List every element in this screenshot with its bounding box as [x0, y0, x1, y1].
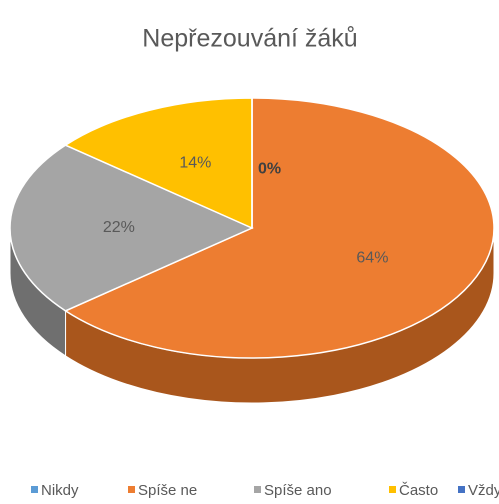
slice [9, 144, 254, 312]
legend-swatch [128, 486, 135, 493]
legend-swatch [389, 486, 396, 493]
data-label: 22% [103, 219, 135, 236]
data-label: 14% [179, 155, 211, 172]
legend-label: Vždy [468, 482, 499, 499]
legend-label: Spíše ne [138, 482, 197, 499]
data-label: 0% [258, 161, 281, 178]
legend-label: Nikdy [41, 482, 79, 499]
legend-swatch [31, 486, 38, 493]
data-label: 64% [356, 250, 388, 267]
legend-swatch [458, 486, 465, 493]
legend-label: Často [399, 482, 438, 499]
chart-title: Nepřezouvání žáků [142, 25, 357, 53]
slice [63, 97, 495, 359]
legend-label: Spíše ano [264, 482, 332, 499]
legend-swatch [254, 486, 261, 493]
slice [63, 97, 253, 230]
